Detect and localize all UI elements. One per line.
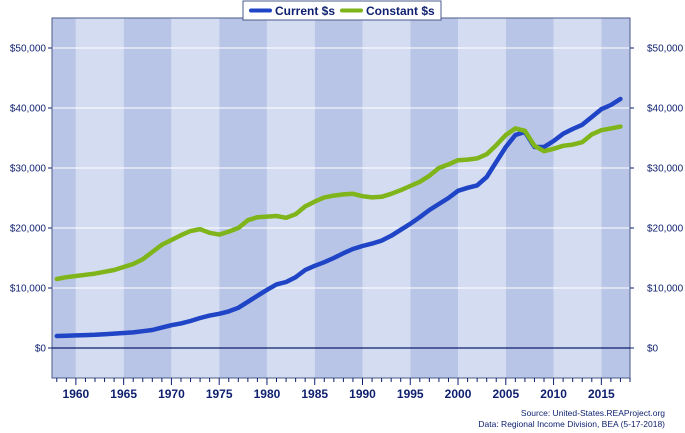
plot-band <box>601 18 630 378</box>
y-tick-label-left: $30,000 <box>10 164 47 175</box>
x-tick-label: 1980 <box>254 387 281 401</box>
plot-band <box>52 18 76 378</box>
y-tick-label-left: $40,000 <box>10 104 47 115</box>
x-tick-label: 1990 <box>349 387 376 401</box>
legend-label-constant: Constant $s <box>366 4 435 18</box>
y-tick-label-left: $10,000 <box>10 284 47 295</box>
x-tick-label: 1970 <box>158 387 185 401</box>
plot-band <box>75 18 124 378</box>
series-line-constant <box>54 124 623 282</box>
legend-label-current: Current $s <box>275 4 335 18</box>
legend: Current $s Constant $s <box>242 0 442 21</box>
y-tick-label-right: $10,000 <box>647 284 684 295</box>
y-axis-left: $0 $10,000 $20,000 $30,000 $40,000 $50,000 <box>10 44 52 355</box>
plot-band <box>123 18 172 378</box>
x-tick-label: 2005 <box>492 387 519 401</box>
y-axis-right: $0 $10,000 $20,000 $30,000 $40,000 $50,000 <box>630 44 684 355</box>
y-tick-label-right: $0 <box>647 344 659 355</box>
x-tick-label: 1975 <box>206 387 233 401</box>
x-tick-label: 2000 <box>445 387 472 401</box>
y-tick-label-right: $20,000 <box>647 224 684 235</box>
plot-band <box>219 18 267 378</box>
y-tick-label-right: $50,000 <box>647 44 684 55</box>
plot-band <box>553 18 602 378</box>
y-tick-label-left: $50,000 <box>10 44 47 55</box>
plot-band <box>458 18 506 378</box>
source-line-2: Data: Regional Income Division, BEA (5-1… <box>478 419 665 429</box>
x-tick-label: 1965 <box>110 387 137 401</box>
x-tick-label: 2015 <box>588 387 615 401</box>
horizontal-gridlines <box>52 47 630 289</box>
x-tick-label: 1960 <box>63 387 90 401</box>
y-tick-label-right: $30,000 <box>647 164 684 175</box>
plot-band <box>505 18 554 378</box>
x-axis: 1960 1965 1970 1975 1980 1985 1990 1995 2000 2005… <box>56 378 631 401</box>
y-tick-label-left: $0 <box>35 344 47 355</box>
source-line-1: Source: United-States.REAProject.org <box>521 408 665 418</box>
alternating-bands <box>52 18 630 378</box>
x-tick-label: 1995 <box>397 387 424 401</box>
x-tick-label: 1985 <box>301 387 328 401</box>
series-lines <box>54 96 623 339</box>
y-tick-label-left: $20,000 <box>10 224 47 235</box>
x-tick-label: 2010 <box>540 387 567 401</box>
plot-band <box>266 18 315 378</box>
y-tick-label-right: $40,000 <box>647 104 684 115</box>
